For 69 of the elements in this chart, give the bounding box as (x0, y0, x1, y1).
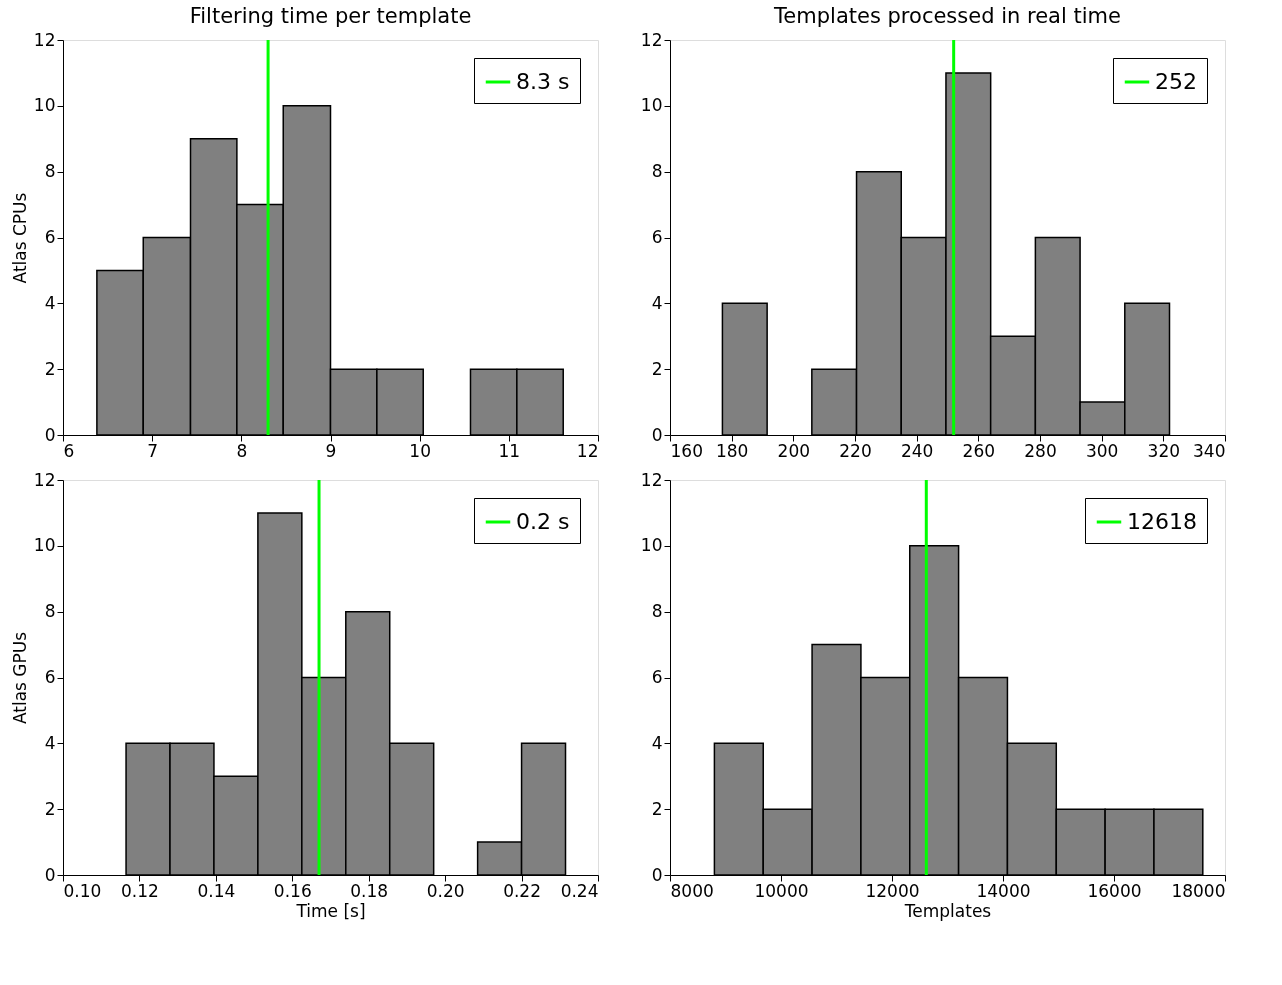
x-tick-label: 240 (900, 440, 934, 461)
x-tick-label: 0.14 (197, 880, 236, 901)
y-tick-label: 12 (640, 29, 663, 50)
x-tick-label: 320 (1147, 440, 1181, 461)
y-axis-title: Atlas CPUs (9, 192, 30, 284)
legend-label: 8.3 s (516, 69, 570, 94)
y-tick-label: 8 (651, 601, 663, 622)
x-tick-label: 180 (715, 440, 749, 461)
x-tick-label: 0.24 (560, 880, 599, 901)
x-tick-label: 12000 (865, 880, 920, 901)
x-tick-label: 0.20 (426, 880, 465, 901)
y-tick-label: 0 (651, 424, 663, 445)
y-tick-label: 6 (44, 227, 56, 247)
y-tick-label: 6 (44, 667, 56, 687)
y-tick-label: 2 (651, 358, 663, 379)
x-tick-label: 300 (1085, 440, 1119, 461)
x-tick-label: 260 (962, 440, 996, 461)
x-tick-label: 10 (409, 440, 431, 461)
y-tick-label: 10 (640, 535, 663, 556)
x-tick-label: 340 (1193, 440, 1226, 461)
legend-label: 0.2 s (516, 509, 570, 534)
legend-label: 252 (1155, 69, 1197, 94)
legend-label: 12618 (1127, 509, 1197, 534)
y-tick-label: 4 (44, 732, 56, 753)
y-tick-label: 12 (33, 469, 56, 490)
x-tick-label: 9 (325, 440, 337, 461)
y-tick-label: 6 (651, 227, 663, 247)
y-tick-label: 12 (33, 29, 56, 50)
x-axis-title: Time [s] (295, 900, 366, 921)
y-tick-label: 2 (651, 798, 663, 819)
x-tick-label: 280 (1024, 440, 1057, 461)
y-tick-label: 4 (651, 732, 663, 753)
y-tick-label: 10 (33, 95, 56, 116)
x-tick-label: 8 (236, 440, 248, 461)
x-tick-label: 6 (63, 440, 75, 461)
x-tick-label: 12 (576, 440, 599, 461)
y-tick-label: 0 (651, 864, 663, 885)
y-tick-label: 8 (44, 161, 56, 182)
x-tick-label: 7 (147, 440, 159, 461)
x-tick-label: 0.10 (63, 880, 102, 901)
y-tick-label: 4 (651, 292, 663, 313)
x-tick-label: 200 (777, 440, 811, 461)
y-tick-label: 0 (44, 424, 56, 445)
x-tick-label: 10000 (754, 880, 809, 901)
y-tick-label: 2 (44, 358, 56, 379)
x-tick-label: 0.16 (273, 880, 312, 901)
chart-title: Templates processed in real time (773, 4, 1121, 28)
x-tick-label: 16000 (1087, 880, 1142, 901)
x-tick-label: 0.18 (350, 880, 389, 901)
x-tick-label: 0.22 (503, 880, 541, 901)
y-tick-label: 6 (651, 667, 663, 687)
y-tick-label: 2 (44, 798, 56, 819)
x-tick-label: 0.12 (121, 880, 159, 901)
y-tick-label: 4 (44, 292, 56, 313)
x-axis-title: Templates (903, 900, 992, 921)
y-axis-title: Atlas GPUs (9, 631, 30, 725)
y-tick-label: 0 (44, 864, 56, 885)
x-tick-label: 220 (839, 440, 872, 461)
y-tick-label: 12 (640, 469, 663, 490)
chart-title: Filtering time per template (189, 4, 472, 28)
x-tick-label: 8000 (670, 880, 714, 901)
x-tick-label: 18000 (1171, 880, 1226, 901)
y-tick-label: 8 (651, 161, 663, 182)
x-tick-label: 160 (670, 440, 703, 461)
y-tick-label: 10 (640, 95, 663, 116)
y-tick-label: 10 (33, 535, 56, 556)
x-tick-label: 11 (498, 440, 521, 461)
y-tick-label: 8 (44, 601, 56, 622)
x-tick-label: 14000 (976, 880, 1031, 901)
